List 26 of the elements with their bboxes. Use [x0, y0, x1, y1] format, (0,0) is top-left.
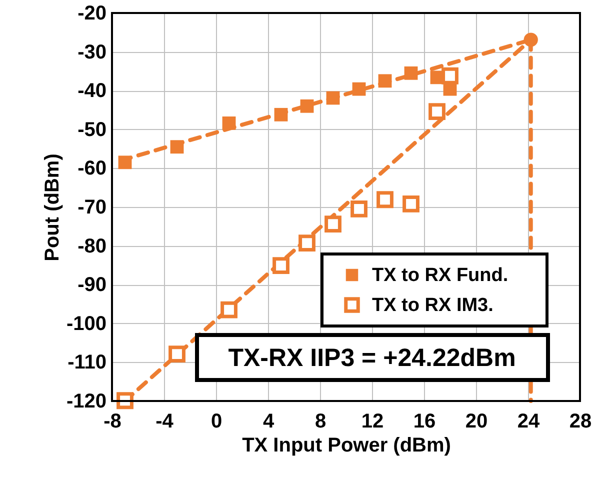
y-tick-label: -100	[66, 312, 106, 335]
y-tick-label: -90	[78, 274, 106, 296]
legend-label: TX to RX Fund.	[372, 265, 508, 286]
y-tick-label: -70	[78, 196, 106, 218]
x-tick-label: 0	[210, 410, 222, 432]
x-tick-label: 24	[517, 410, 540, 432]
x-tick-label: 4	[262, 410, 275, 432]
x-tick-label: 8	[314, 410, 326, 432]
y-tick-label: -60	[78, 158, 106, 180]
y-tick-label: -50	[78, 118, 106, 141]
x-tick-label: 28	[569, 410, 592, 432]
y-tick-label: -120	[66, 390, 106, 412]
x-tick-label: 16	[413, 410, 436, 432]
annotation: TX-RX IIP3 = +24.22dBm	[228, 344, 516, 372]
y-tick-label: -80	[78, 235, 106, 258]
x-axis-title: TX Input Power (dBm)	[242, 434, 451, 456]
x-tick-label: 20	[465, 410, 488, 432]
y-tick-label: -110	[68, 352, 106, 374]
y-axis-title: Pout (dBm)	[41, 154, 64, 262]
y-tick-label: -40	[78, 80, 106, 102]
y-tick-label: -30	[78, 41, 106, 64]
x-tick-label: -8	[104, 410, 122, 432]
x-tick-label: -4	[156, 410, 174, 432]
y-tick-label: -20	[78, 2, 106, 24]
x-tick-label: 12	[361, 410, 384, 432]
legend-label: TX to RX IM3.	[372, 295, 494, 316]
